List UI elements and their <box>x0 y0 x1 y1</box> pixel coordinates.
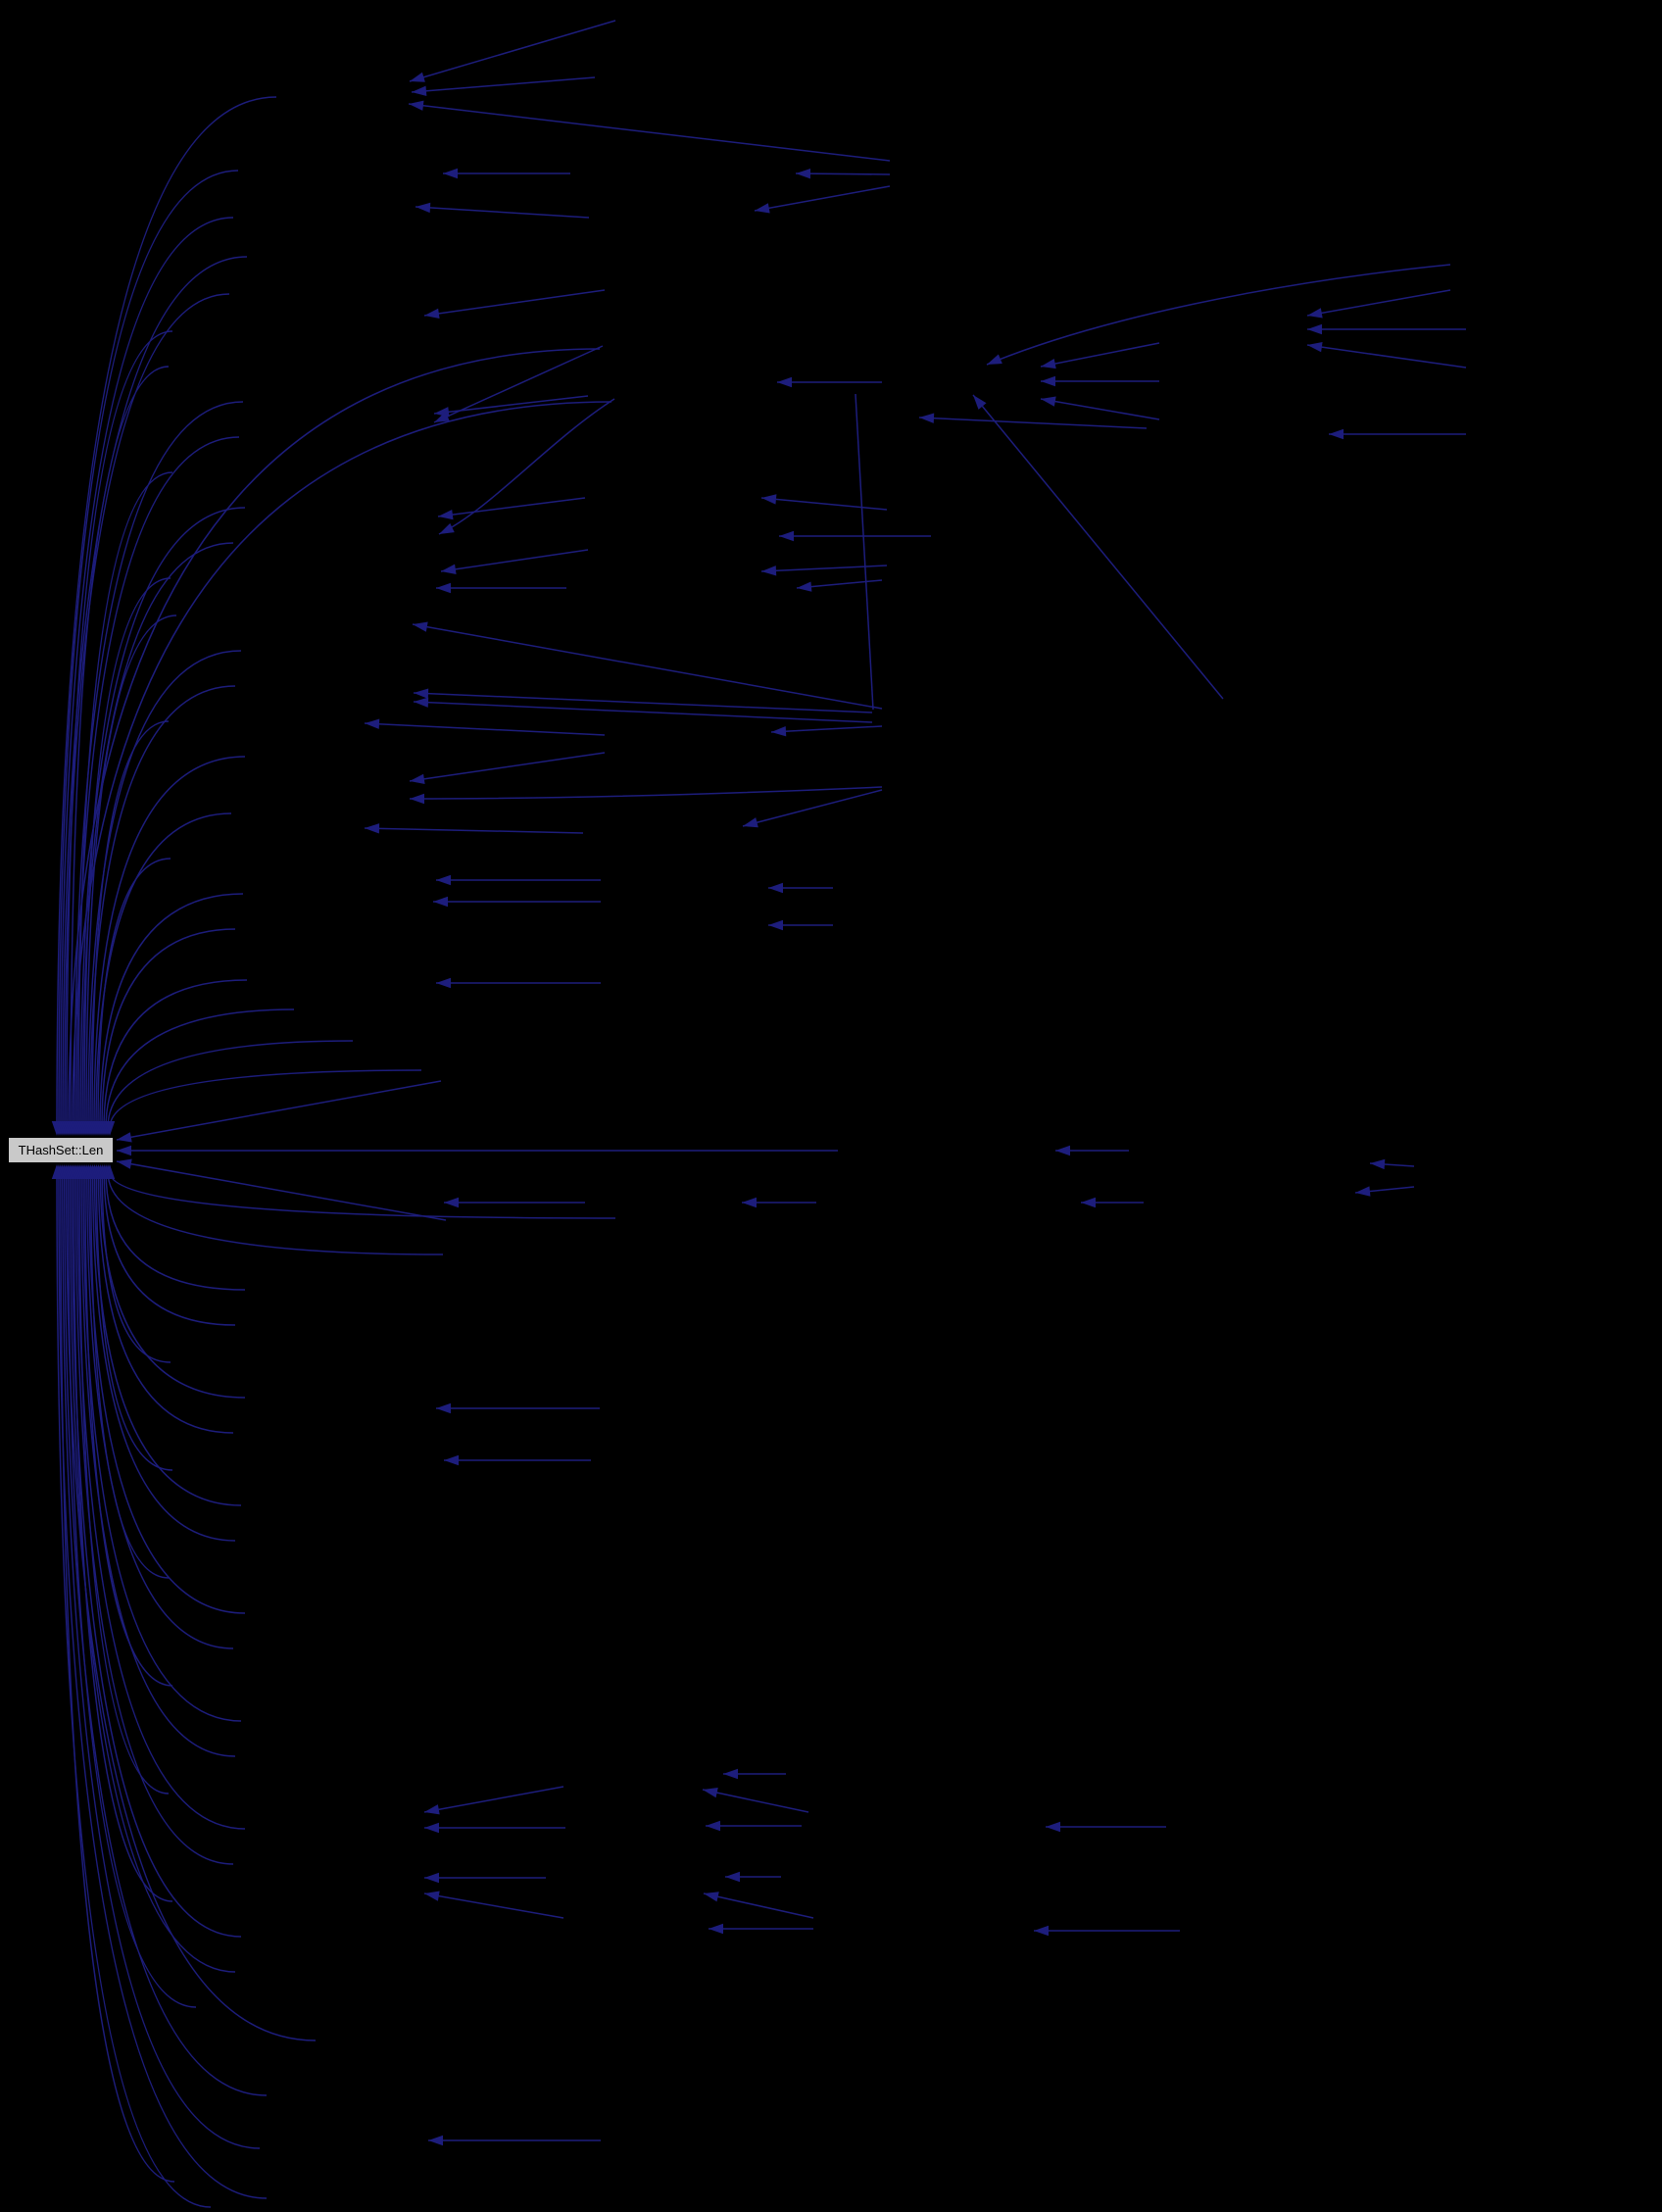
root-node-label: THashSet::Len <box>18 1143 104 1157</box>
root-node: THashSet::Len <box>8 1137 114 1163</box>
